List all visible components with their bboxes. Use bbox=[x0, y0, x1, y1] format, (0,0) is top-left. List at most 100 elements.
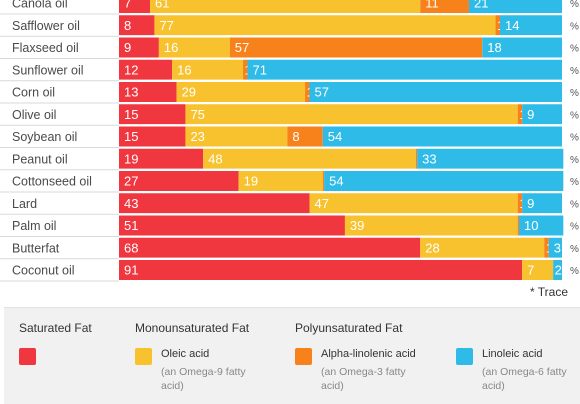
legend-name-alpha-linolenic: Alpha-linolenic acid bbox=[321, 348, 416, 360]
bar-segment bbox=[185, 104, 518, 125]
bar-gap bbox=[119, 257, 562, 260]
bar-segment bbox=[499, 15, 562, 36]
bar-gap bbox=[119, 235, 562, 238]
segment-value-label: 3 bbox=[554, 240, 561, 255]
bar-segment bbox=[119, 215, 345, 236]
row-label: Butterfat bbox=[12, 241, 60, 255]
legend-swatch-linoleic bbox=[456, 348, 473, 365]
segment-value-label: 39 bbox=[350, 218, 364, 233]
segment-value-label: 12 bbox=[124, 62, 138, 77]
row-label: Lard bbox=[12, 197, 37, 211]
bar-gap bbox=[119, 13, 562, 16]
bar-segment bbox=[420, 237, 545, 258]
bar-gap bbox=[119, 280, 562, 282]
bar-gap bbox=[119, 102, 562, 105]
bar-segment bbox=[119, 59, 173, 80]
bar-segment bbox=[119, 148, 204, 169]
segment-value-label: 28 bbox=[425, 240, 439, 255]
legend-swatch-oleic bbox=[135, 348, 152, 365]
bar-segment bbox=[517, 215, 520, 236]
bar-segment bbox=[229, 37, 483, 58]
bar-segment bbox=[522, 260, 554, 280]
percent-sign: % bbox=[570, 133, 579, 144]
segment-value-label: 19 bbox=[244, 174, 258, 189]
legend-note-oleic: (an Omega-9 fatty acid) bbox=[161, 366, 246, 392]
bar-segment bbox=[517, 193, 523, 214]
bar-segment bbox=[185, 126, 288, 147]
bar-gap bbox=[119, 146, 562, 149]
bar-segment bbox=[553, 260, 562, 280]
bar-segment bbox=[238, 171, 323, 191]
segment-value-label: 61 bbox=[155, 0, 169, 11]
segment-value-label: 10 bbox=[524, 218, 538, 233]
segment-value-label: 8 bbox=[124, 18, 131, 33]
segment-value-label: 33 bbox=[422, 151, 436, 166]
bar-segment bbox=[247, 59, 562, 80]
percent-sign: % bbox=[570, 66, 579, 77]
legend-panel: Saturated Fat Monounsaturated Fat Polyun… bbox=[4, 307, 580, 404]
bar-segment bbox=[119, 37, 159, 58]
bar-segment bbox=[344, 215, 518, 236]
bar-segment bbox=[324, 171, 564, 191]
segment-value-label: 54 bbox=[329, 174, 343, 189]
row-label: Olive oil bbox=[12, 108, 56, 122]
row-label: Cottonseed oil bbox=[12, 175, 92, 189]
segment-value-label: 19 bbox=[124, 151, 138, 166]
segment-value-label: 47 bbox=[314, 196, 328, 211]
bar-segment bbox=[522, 193, 562, 214]
segment-value-label: 43 bbox=[124, 196, 138, 211]
percent-sign: % bbox=[570, 44, 579, 55]
percent-sign: % bbox=[570, 0, 579, 10]
legend-saturated-title: Saturated Fat bbox=[19, 321, 92, 335]
row-label: Corn oil bbox=[12, 86, 55, 100]
bar-segment bbox=[119, 15, 155, 36]
bar-segment bbox=[243, 59, 248, 80]
bar-segment bbox=[420, 0, 469, 13]
segment-value-label: 7 bbox=[527, 263, 534, 278]
segment-value-label: 11 bbox=[425, 0, 439, 11]
bar-gap bbox=[119, 213, 562, 216]
segment-value-label: 7 bbox=[124, 0, 131, 11]
segment-value-label: 54 bbox=[328, 129, 342, 144]
bar-segment bbox=[158, 37, 230, 58]
bar-segment bbox=[154, 15, 496, 36]
percent-sign: % bbox=[570, 244, 579, 255]
bar-gap bbox=[119, 191, 562, 194]
segment-value-label: 23 bbox=[190, 129, 204, 144]
segment-value-label: 68 bbox=[124, 240, 138, 255]
percent-sign: % bbox=[570, 177, 579, 188]
row-label: Palm oil bbox=[12, 219, 56, 233]
bar-segment bbox=[305, 82, 310, 102]
chart-svg: Canola oil 7 61 11 21% Safflower oil 8 7 71 14% Fl… bbox=[0, 0, 579, 282]
percent-sign: % bbox=[570, 155, 579, 166]
bar-segment bbox=[468, 0, 562, 13]
bar-segment bbox=[322, 126, 562, 147]
bar-segment bbox=[519, 215, 564, 236]
bar-segment bbox=[172, 59, 244, 80]
row-label: Soybean oil bbox=[12, 130, 77, 144]
legend-note-linoleic: (an Omega-6 fatty acid) bbox=[482, 366, 567, 392]
bar-segment bbox=[415, 148, 418, 169]
bar-segment bbox=[417, 148, 564, 169]
legend-swatch-saturated bbox=[19, 348, 36, 365]
bar-segment bbox=[119, 0, 151, 13]
bar-segment bbox=[119, 193, 310, 214]
percent-sign: % bbox=[570, 88, 579, 99]
bar-gap bbox=[119, 124, 562, 127]
percent-sign: % bbox=[570, 21, 579, 32]
segment-value-label: 21 bbox=[474, 0, 488, 11]
segment-value-label: 15 bbox=[124, 107, 138, 122]
segment-value-label: 77 bbox=[159, 18, 173, 33]
segment-value-label: 27 bbox=[124, 174, 138, 189]
bar-segment bbox=[522, 104, 562, 125]
segment-value-label: 57 bbox=[235, 40, 249, 55]
segment-value-label: 18 bbox=[487, 40, 501, 55]
legend-name-linoleic: Linoleic acid bbox=[482, 348, 543, 360]
legend-polyunsaturated-title: Polyunsaturated Fat bbox=[295, 321, 403, 335]
row-label: Safflower oil bbox=[12, 19, 80, 33]
row-label: Peanut oil bbox=[12, 152, 68, 166]
segment-value-label: 57 bbox=[314, 85, 328, 100]
legend-note-alpha-linolenic: (an Omega-3 fatty acid) bbox=[321, 366, 406, 392]
fat-composition-chart: Canola oil 7 61 11 21% Safflower oil 8 7 71 14% Fl… bbox=[0, 0, 579, 282]
segment-value-label: 91 bbox=[124, 263, 138, 278]
